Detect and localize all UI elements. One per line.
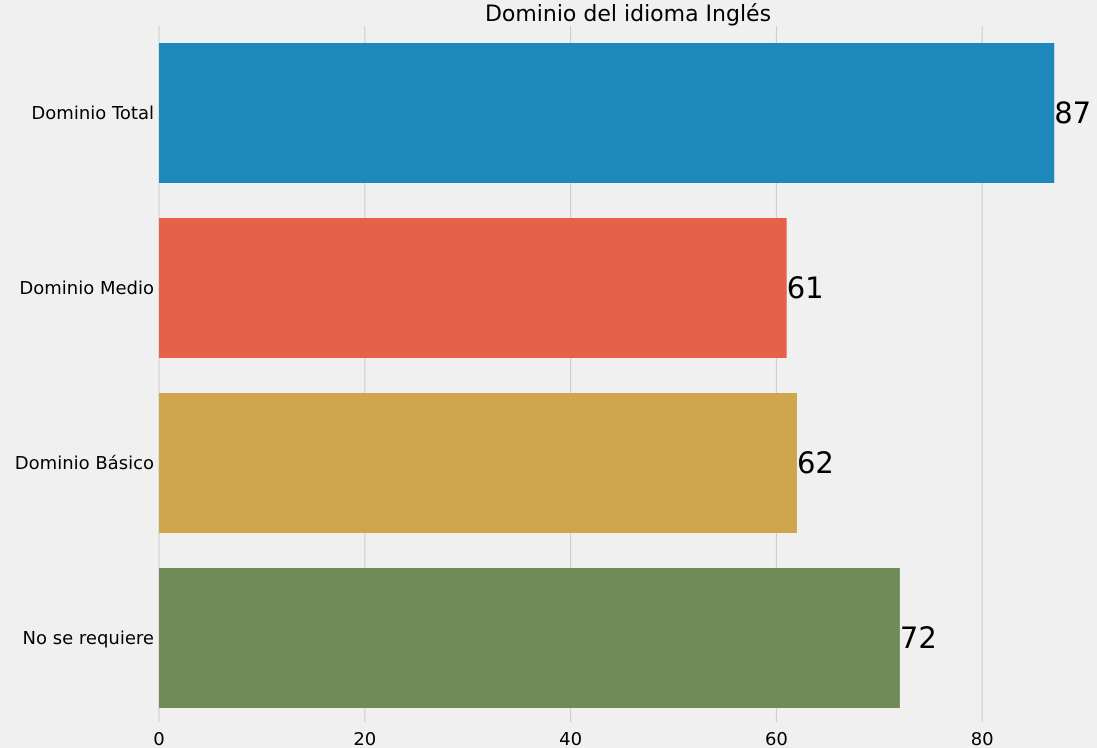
bar-4 [159,568,900,708]
x-tick-label: 60 [765,729,788,748]
bar-1 [159,43,1055,183]
bars [159,43,1055,708]
category-label-2: Dominio Medio [19,278,154,299]
x-tick-label: 80 [971,729,994,748]
category-label-1: Dominio Total [31,103,154,124]
category-labels: Dominio Total Dominio Medio Dominio Básico… [15,103,154,649]
value-labels: 87 61 62 72 [787,96,1091,655]
x-tick-label: 0 [153,729,164,748]
value-label-3: 62 [797,446,834,480]
value-label-2: 61 [787,271,824,305]
bar-3 [159,393,797,533]
x-tick-label: 20 [353,729,376,748]
chart-title: Dominio del idioma Inglés [485,2,771,27]
category-label-4: No se requiere [23,628,154,649]
x-tick-label: 40 [559,729,582,748]
x-tick-labels: 0 20 40 60 80 [153,729,993,748]
value-label-4: 72 [900,621,937,655]
value-label-1: 87 [1054,96,1091,130]
category-label-3: Dominio Básico [15,453,154,474]
bar-2 [159,218,787,358]
